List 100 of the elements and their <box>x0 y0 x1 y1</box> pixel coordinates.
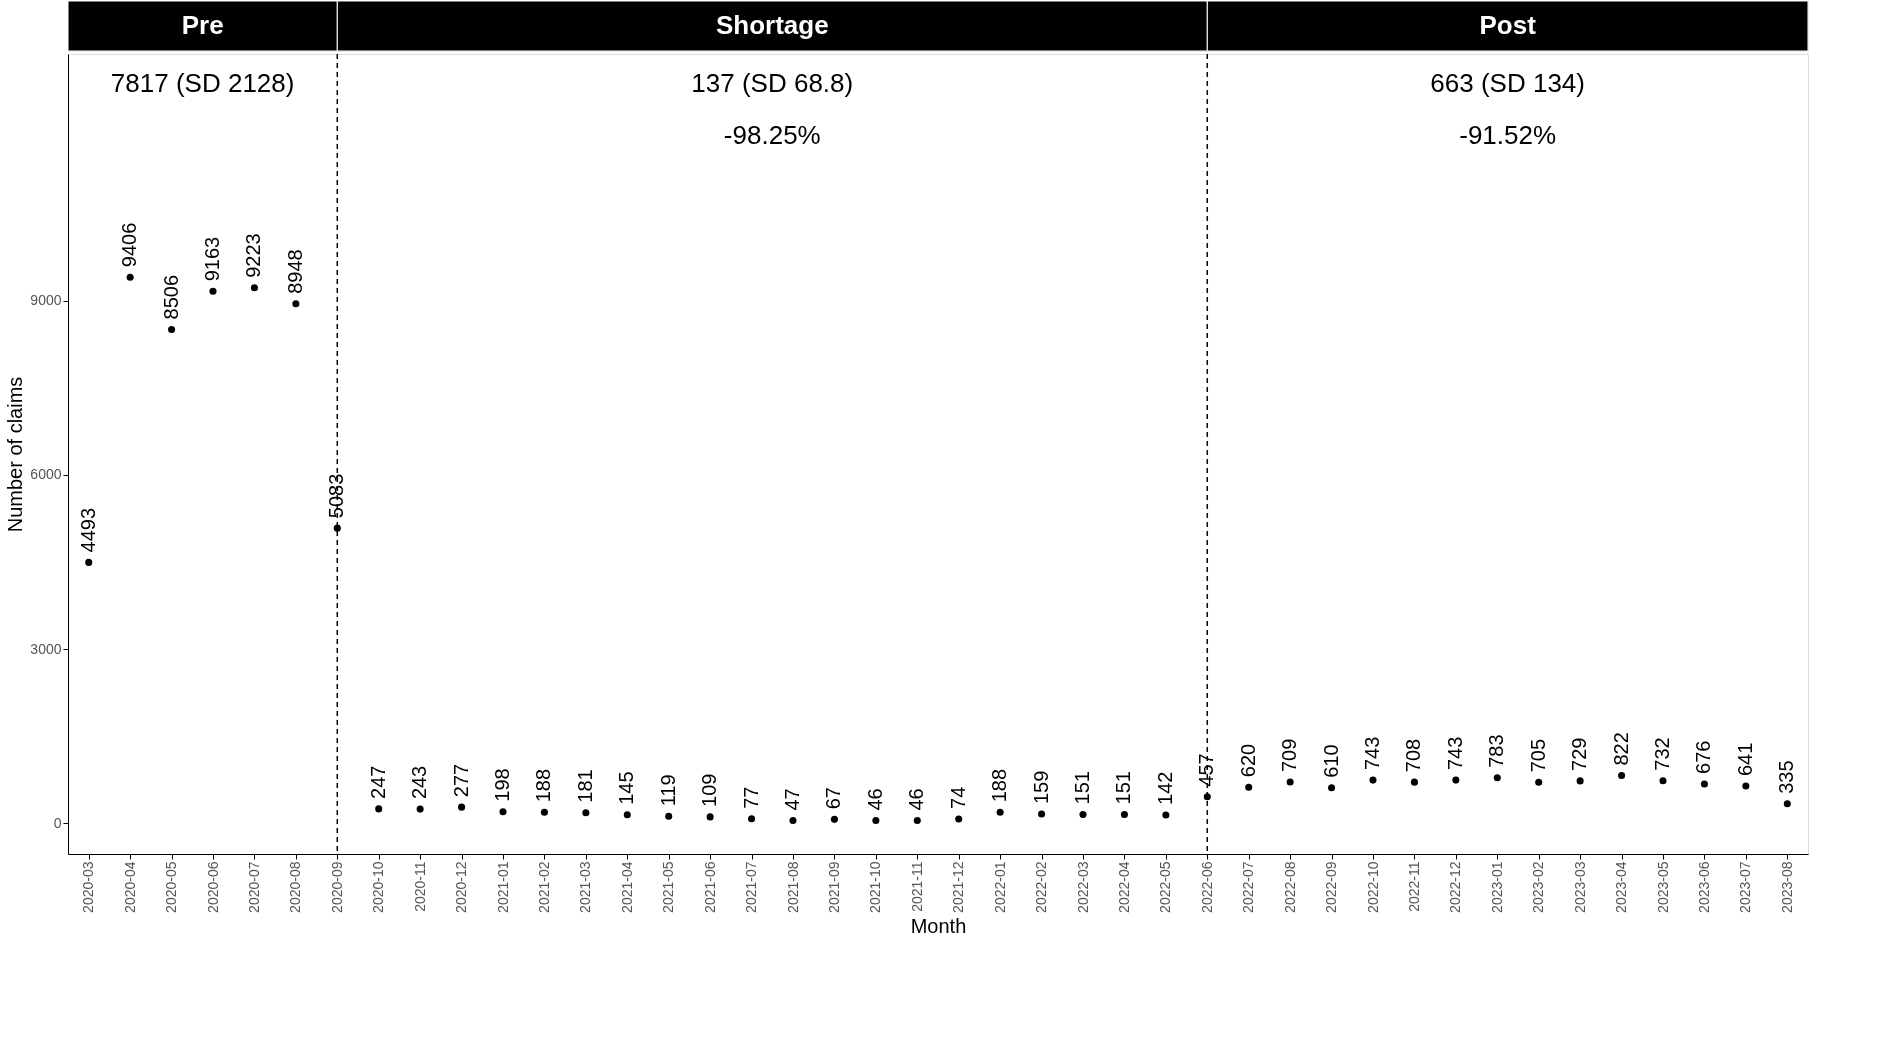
point <box>1245 783 1253 791</box>
point <box>375 805 383 813</box>
data-label: 610 <box>1319 744 1342 778</box>
data-label: 159 <box>1029 770 1052 804</box>
x-axis-title: Month <box>910 914 967 937</box>
point <box>1286 778 1294 786</box>
data-label: 74 <box>946 786 969 809</box>
data-label: 641 <box>1733 742 1756 777</box>
data-label: 47 <box>781 788 803 811</box>
x-tick-label: 2021-07 <box>743 861 760 913</box>
point <box>872 817 880 825</box>
x-tick-label: 2022-10 <box>1364 861 1381 913</box>
x-tick-label: 2023-03 <box>1571 861 1588 913</box>
x-tick-label: 2023-05 <box>1654 861 1671 913</box>
x-tick-label: 2020-11 <box>411 861 428 912</box>
data-label: 5083 <box>325 473 348 519</box>
data-label: 8506 <box>159 274 182 320</box>
data-label: 335 <box>1775 760 1798 794</box>
point <box>582 809 590 817</box>
point <box>913 817 921 825</box>
y-tick-label: 6000 <box>30 466 62 483</box>
point <box>1452 776 1460 784</box>
x-tick-label: 2020-10 <box>370 861 387 913</box>
x-tick-label: 2022-03 <box>1074 861 1091 913</box>
x-tick-label: 2022-09 <box>1323 861 1340 913</box>
point <box>1410 778 1418 786</box>
text: Post <box>1479 10 1537 40</box>
x-tick-label: 2021-12 <box>950 861 967 913</box>
x-tick-label: 2020-04 <box>121 861 138 913</box>
x-tick-label: 2021-03 <box>577 861 594 913</box>
x-tick-label: 2020-08 <box>287 861 304 913</box>
annotation: 137 (SD 68.8) <box>691 68 854 98</box>
x-tick-label: 2023-07 <box>1737 861 1754 913</box>
x-tick-label: 2023-08 <box>1778 861 1795 913</box>
data-label: 77 <box>739 786 762 809</box>
point <box>209 287 217 295</box>
x-tick-label: 2023-06 <box>1695 861 1712 913</box>
point <box>789 816 797 825</box>
data-label: 9406 <box>118 222 141 268</box>
point <box>168 325 176 333</box>
point <box>955 815 963 823</box>
point <box>292 300 300 308</box>
data-label: 188 <box>988 768 1011 803</box>
x-tick-label: 2022-08 <box>1281 861 1298 913</box>
data-label: 247 <box>366 765 389 799</box>
data-label: 705 <box>1526 738 1549 773</box>
point <box>1783 800 1791 808</box>
x-tick-label: 2022-11 <box>1405 861 1422 912</box>
point <box>1493 774 1501 782</box>
x-tick-label: 2020-05 <box>163 861 180 913</box>
data-label: 822 <box>1609 732 1632 766</box>
data-label: 676 <box>1692 740 1715 774</box>
data-label: 743 <box>1443 736 1466 771</box>
point <box>1369 776 1377 784</box>
data-label: 142 <box>1153 771 1176 805</box>
point <box>748 815 756 823</box>
point <box>416 805 424 813</box>
y-tick-label: 9000 <box>30 292 62 309</box>
data-label: 198 <box>491 768 513 802</box>
x-tick-label: 2021-02 <box>535 861 552 913</box>
data-label: 46 <box>905 788 928 811</box>
point <box>1038 810 1046 818</box>
data-label: 46 <box>863 788 886 811</box>
x-tick-label: 2022-07 <box>1240 861 1257 913</box>
y-tick-label: 3000 <box>30 640 62 657</box>
point <box>1203 793 1211 801</box>
data-label: 277 <box>449 763 472 798</box>
data-label: 181 <box>573 769 596 803</box>
x-tick-label: 2020-06 <box>204 861 221 913</box>
x-tick-label: 2022-04 <box>1115 861 1132 913</box>
point <box>996 808 1004 816</box>
annotation: 7817 (SD 2128) <box>110 68 295 98</box>
data-label: 4493 <box>76 507 99 553</box>
data-label: 109 <box>698 773 721 807</box>
annotation: 663 (SD 134) <box>1430 68 1585 98</box>
x-tick-label: 2022-02 <box>1033 861 1050 913</box>
x-tick-label: 2020-03 <box>80 861 97 913</box>
point <box>623 811 631 819</box>
data-label: 188 <box>532 768 555 803</box>
point <box>333 524 341 532</box>
x-tick-label: 2020-07 <box>245 861 262 913</box>
x-tick-label: 2023-01 <box>1488 861 1505 913</box>
point <box>1659 777 1667 785</box>
point <box>85 558 93 566</box>
data-label: 709 <box>1278 738 1301 773</box>
text: Shortage <box>715 10 829 40</box>
text: Pre <box>181 10 224 40</box>
x-tick-label: 2022-05 <box>1157 861 1174 913</box>
x-tick-label: 2020-12 <box>453 861 470 913</box>
point <box>458 803 466 811</box>
x-tick-label: 2023-02 <box>1530 861 1547 913</box>
point <box>126 273 134 281</box>
data-label: 151 <box>1112 771 1135 805</box>
data-label: 9163 <box>201 236 223 282</box>
data-label: 9223 <box>242 233 265 278</box>
point <box>1700 780 1708 788</box>
x-tick-label: 2021-01 <box>494 861 511 913</box>
data-label: 708 <box>1402 738 1425 773</box>
data-label: 620 <box>1236 743 1259 778</box>
point <box>1742 782 1750 790</box>
